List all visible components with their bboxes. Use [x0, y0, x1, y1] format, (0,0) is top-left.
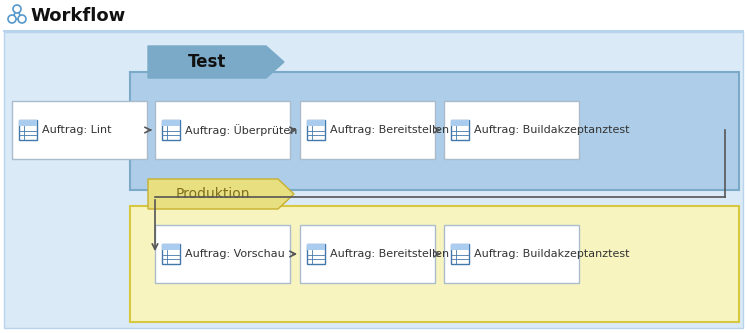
FancyBboxPatch shape	[155, 101, 290, 159]
FancyBboxPatch shape	[4, 32, 743, 328]
Circle shape	[13, 5, 21, 13]
Bar	[162, 244, 180, 250]
Bar	[451, 120, 469, 126]
FancyBboxPatch shape	[444, 101, 579, 159]
Bar	[307, 244, 325, 250]
Text: Auftrag: Vorschau: Auftrag: Vorschau	[185, 249, 285, 259]
FancyBboxPatch shape	[155, 225, 290, 283]
Text: Test: Test	[187, 53, 226, 71]
Text: Auftrag: Bereitstellen: Auftrag: Bereitstellen	[330, 249, 449, 259]
Bar	[19, 120, 37, 126]
FancyBboxPatch shape	[300, 101, 435, 159]
Bar	[307, 120, 325, 126]
Text: Auftrag: Lint: Auftrag: Lint	[42, 125, 111, 135]
Polygon shape	[148, 179, 294, 209]
Bar	[162, 120, 180, 140]
Text: Auftrag: Bereitstellen: Auftrag: Bereitstellen	[330, 125, 449, 135]
FancyBboxPatch shape	[130, 72, 739, 190]
FancyBboxPatch shape	[12, 101, 147, 159]
Text: Auftrag: Buildakzeptanztest: Auftrag: Buildakzeptanztest	[474, 249, 630, 259]
Text: Auftrag: Buildakzeptanztest: Auftrag: Buildakzeptanztest	[474, 125, 630, 135]
Bar	[451, 244, 469, 250]
FancyBboxPatch shape	[130, 206, 739, 322]
Bar	[451, 244, 469, 264]
Text: Produktion: Produktion	[176, 187, 250, 201]
Bar	[451, 120, 469, 140]
Bar	[307, 244, 325, 264]
Circle shape	[18, 15, 26, 23]
FancyBboxPatch shape	[444, 225, 579, 283]
Circle shape	[8, 15, 16, 23]
Bar	[162, 244, 180, 264]
Bar	[19, 120, 37, 140]
Text: Workflow: Workflow	[30, 7, 125, 25]
Bar	[162, 120, 180, 126]
FancyBboxPatch shape	[0, 0, 747, 32]
Bar	[307, 120, 325, 140]
FancyBboxPatch shape	[300, 225, 435, 283]
Text: Auftrag: Überprüten: Auftrag: Überprüten	[185, 124, 297, 136]
Polygon shape	[148, 46, 284, 78]
